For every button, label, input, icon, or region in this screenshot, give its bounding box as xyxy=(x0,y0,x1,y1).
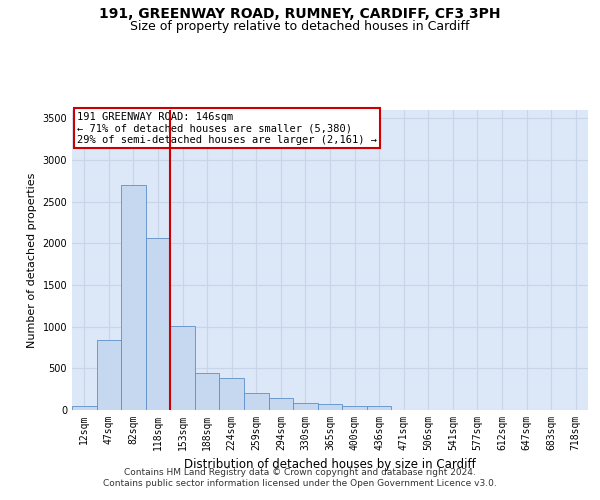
Bar xyxy=(244,394,269,410)
X-axis label: Distribution of detached houses by size in Cardiff: Distribution of detached houses by size … xyxy=(184,458,476,471)
Bar xyxy=(195,372,220,410)
Text: Size of property relative to detached houses in Cardiff: Size of property relative to detached ho… xyxy=(130,20,470,33)
Bar xyxy=(220,378,244,410)
Text: Contains HM Land Registry data © Crown copyright and database right 2024.
Contai: Contains HM Land Registry data © Crown c… xyxy=(103,468,497,487)
Bar xyxy=(318,404,342,410)
Bar xyxy=(121,185,146,410)
Bar xyxy=(72,406,97,410)
Text: 191 GREENWAY ROAD: 146sqm
← 71% of detached houses are smaller (5,380)
29% of se: 191 GREENWAY ROAD: 146sqm ← 71% of detac… xyxy=(77,112,377,144)
Y-axis label: Number of detached properties: Number of detached properties xyxy=(27,172,37,348)
Bar xyxy=(170,326,195,410)
Bar xyxy=(342,406,367,410)
Bar xyxy=(293,404,318,410)
Bar xyxy=(97,340,121,410)
Bar xyxy=(146,238,170,410)
Text: 191, GREENWAY ROAD, RUMNEY, CARDIFF, CF3 3PH: 191, GREENWAY ROAD, RUMNEY, CARDIFF, CF3… xyxy=(99,8,501,22)
Bar xyxy=(269,398,293,410)
Bar xyxy=(367,406,391,410)
